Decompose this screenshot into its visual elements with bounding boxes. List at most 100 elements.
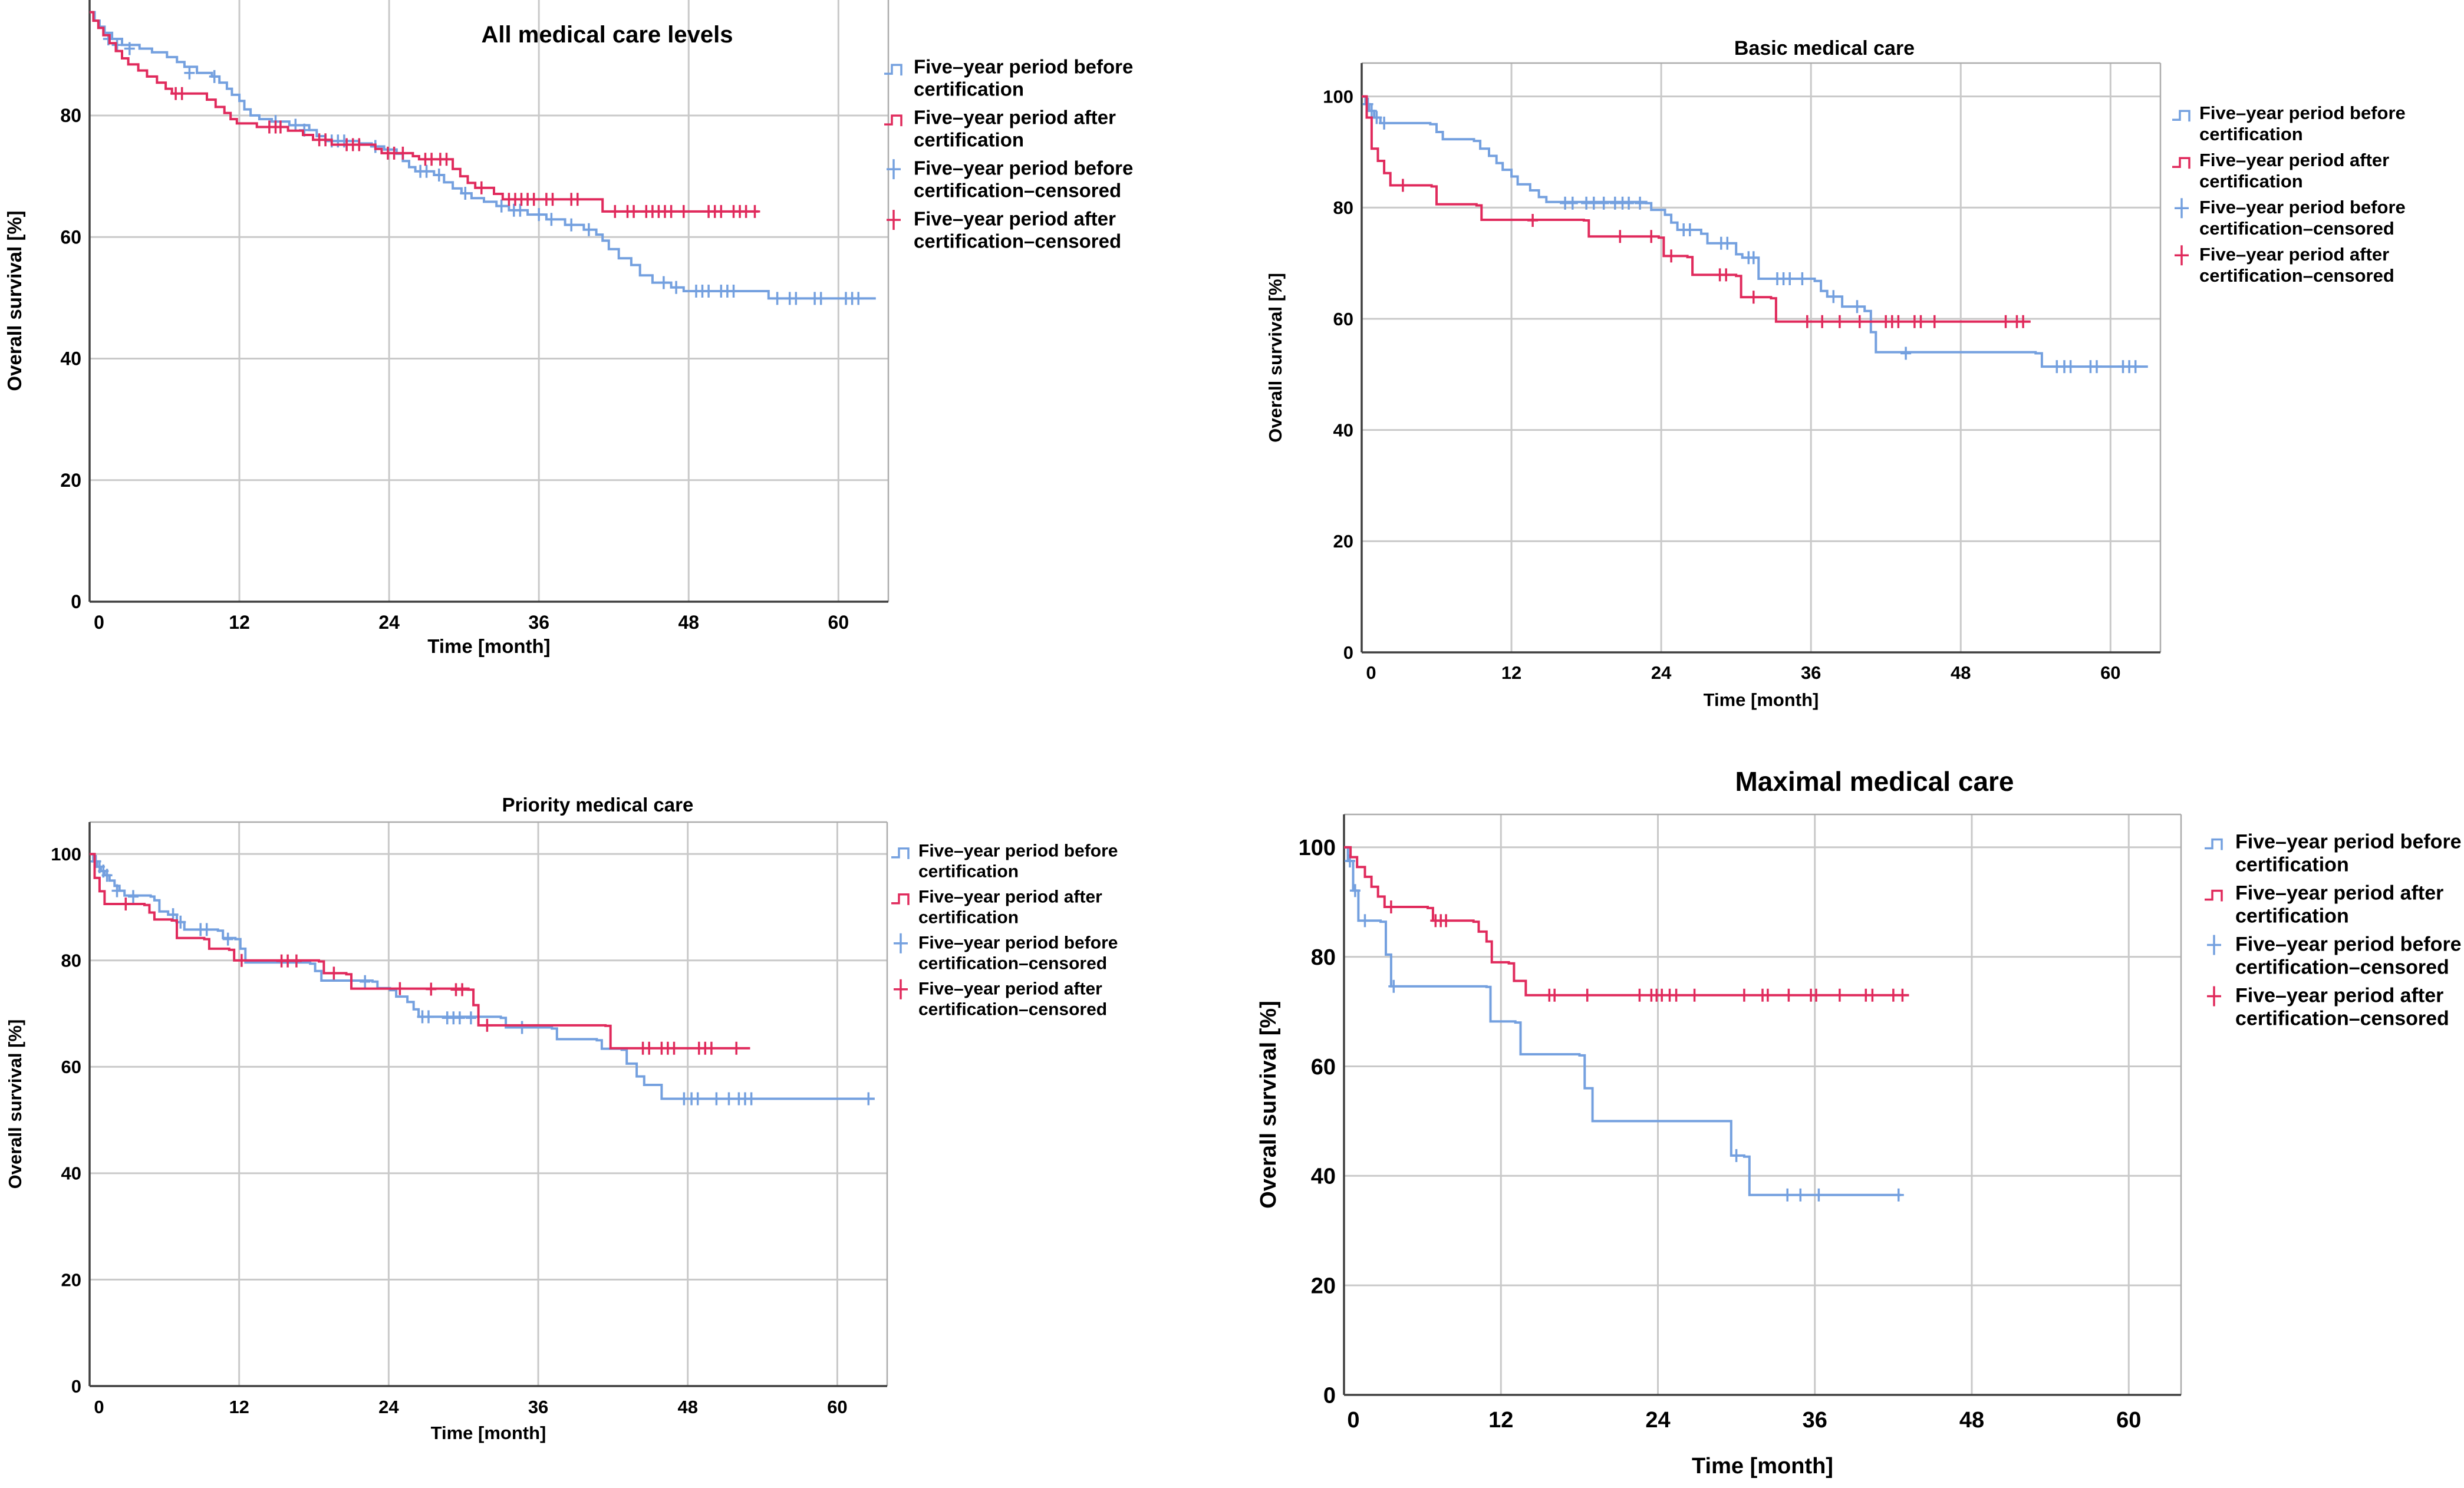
y-axis-label: Overall survival [%] — [4, 210, 25, 391]
y-tick-label-40: 40 — [1333, 420, 1353, 440]
km-chart-priority-medical-care: 0 20 40 60 80 100 0 12 24 36 48 60 Priority medical … — [5, 794, 1118, 1443]
y-tick-label-40: 40 — [61, 1163, 81, 1184]
y-axis-label: Overall survival [%] — [1256, 1001, 1281, 1209]
legend-censor-plus-icon — [887, 210, 901, 230]
y-tick-label-100: 100 — [51, 844, 81, 865]
legend-step-line-icon — [891, 893, 910, 905]
legend-label-line2: certification — [2235, 905, 2349, 927]
y-tick-label-20: 20 — [1333, 531, 1353, 552]
legend-label-line1: Five–year period after — [914, 107, 1116, 128]
series-after-curve — [1344, 846, 1909, 997]
legend-censor-plus-icon — [887, 159, 901, 180]
series-before-curve — [90, 853, 875, 1100]
y-tick-label-60: 60 — [60, 226, 81, 248]
series-after-censor-marks — [1385, 900, 1908, 1002]
legend-label-line1: Five–year period before — [2235, 933, 2462, 955]
series-after-curve — [1362, 95, 2031, 323]
legend-label-line1: Five–year period after — [2235, 882, 2443, 904]
legend-label-line1: Five–year period before — [2199, 197, 2406, 217]
panel-basic-medical-care: 0 20 40 60 80 100 0 12 24 36 48 60 Basic medical car… — [1232, 0, 2464, 744]
x-tick-label-60: 60 — [2100, 662, 2120, 683]
x-tick-label-48: 48 — [1959, 1408, 1984, 1433]
panel-priority-medical-care: 0 20 40 60 80 100 0 12 24 36 48 60 Priority medical … — [0, 744, 1232, 1488]
y-axis-label: Overall survival [%] — [1265, 273, 1286, 443]
series-before-censor-marks — [1345, 854, 1904, 1202]
series-after-censor-marks — [170, 87, 760, 218]
legend-label-line1: Five–year period before — [2199, 103, 2406, 123]
legend-step-line-icon — [2172, 157, 2190, 169]
x-tick-label-0: 0 — [1347, 1408, 1359, 1433]
legend-label-line1: Five–year period after — [918, 979, 1102, 998]
legend-label-line2: certification–censored — [914, 230, 1121, 252]
legend-label-line1: Five–year period after — [914, 208, 1116, 230]
y-tick-label-60: 60 — [1311, 1055, 1336, 1080]
legend-label-line2: certification–censored — [2199, 218, 2394, 239]
legend-label-line2: certification — [2199, 124, 2303, 144]
km-chart-basic-medical-care: 0 20 40 60 80 100 0 12 24 36 48 60 Basic medical car… — [1265, 37, 2406, 710]
legend-item-before-censored: Five–year period beforecertification–cen… — [887, 157, 1133, 202]
legend-label-line2: certification–censored — [918, 999, 1107, 1019]
y-tick-label-40: 40 — [60, 348, 81, 369]
x-tick-label-0: 0 — [1366, 662, 1376, 683]
legend-censor-plus-icon — [2207, 935, 2221, 955]
series-after-censor-marks — [1397, 179, 2029, 328]
legend-step-line-icon — [884, 114, 902, 127]
x-tick-label-12: 12 — [229, 612, 250, 633]
legend-item-before-censored: Five–year period beforecertification–cen… — [2207, 933, 2462, 978]
panel-maximal-medical-care: 0 20 40 60 80 100 0 12 24 36 48 60 Maximal medical c… — [1232, 744, 2464, 1488]
y-tick-label-60: 60 — [1333, 309, 1353, 329]
x-tick-label-36: 36 — [1801, 662, 1821, 683]
series-before-censor-marks — [1362, 97, 2141, 374]
series-after-curve — [90, 11, 759, 213]
series-after-censor-marks — [120, 898, 742, 1055]
legend-step-line-icon — [2172, 110, 2190, 122]
x-axis-label: Time [month] — [1704, 689, 1819, 710]
legend-item-after-censored: Five–year period aftercertification–cens… — [887, 208, 1121, 252]
x-axis-label: Time [month] — [427, 635, 550, 657]
series-after-curve — [90, 853, 750, 1050]
chart-title: Basic medical care — [1734, 37, 1915, 60]
y-tick-label-20: 20 — [60, 470, 81, 491]
y-tick-label-0: 0 — [71, 1376, 81, 1397]
x-tick-label-48: 48 — [1951, 662, 1971, 683]
y-tick-label-0: 0 — [1343, 642, 1353, 663]
legend-step-line-icon — [884, 64, 902, 76]
legend-item-before-censored: Five–year period beforecertification–cen… — [894, 933, 1118, 973]
legend-item-after-censored: Five–year period aftercertification–cens… — [2207, 984, 2449, 1030]
x-tick-label-0: 0 — [94, 612, 104, 633]
y-tick-label-0: 0 — [1323, 1383, 1336, 1408]
legend-censor-plus-icon — [2207, 986, 2221, 1007]
x-tick-label-48: 48 — [678, 612, 699, 633]
plot-area — [1344, 814, 2181, 1395]
legend-item-after-censored: Five–year period aftercertification–cens… — [2175, 244, 2394, 286]
x-tick-label-24: 24 — [1645, 1408, 1670, 1433]
legend-label-line1: Five–year period before — [914, 56, 1133, 78]
legend-label-line2: certification — [2235, 853, 2349, 876]
series-before-censor-marks — [90, 854, 874, 1106]
legend-label-line2: certification–censored — [914, 180, 1121, 202]
chart-title: Maximal medical care — [1735, 766, 2014, 797]
legend-censor-plus-icon — [2175, 198, 2189, 219]
x-tick-label-48: 48 — [678, 1397, 698, 1417]
plot-area — [90, 822, 887, 1386]
legend-label-line1: Five–year period before — [914, 157, 1133, 179]
legend-label-line1: Five–year period after — [918, 887, 1102, 906]
km-chart-maximal-medical-care: 0 20 40 60 80 100 0 12 24 36 48 60 Maximal medical c… — [1256, 766, 2462, 1479]
y-tick-label-20: 20 — [1311, 1273, 1336, 1298]
y-tick-label-100: 100 — [1323, 86, 1353, 107]
x-axis-label: Time [month] — [1692, 1454, 1833, 1479]
panel-all-medical-care-levels: 0 20 40 60 80 0 12 24 36 48 60 All medical care lev… — [0, 0, 1232, 744]
x-tick-label-60: 60 — [827, 1397, 847, 1417]
legend-label-line1: Five–year period before — [918, 841, 1118, 860]
x-tick-label-60: 60 — [828, 612, 849, 633]
y-tick-label-80: 80 — [1333, 197, 1353, 218]
y-tick-label-80: 80 — [1311, 945, 1336, 970]
x-tick-label-36: 36 — [1803, 1408, 1827, 1433]
x-tick-label-36: 36 — [528, 612, 549, 633]
y-tick-label-0: 0 — [71, 591, 81, 612]
x-tick-label-60: 60 — [2116, 1408, 2141, 1433]
